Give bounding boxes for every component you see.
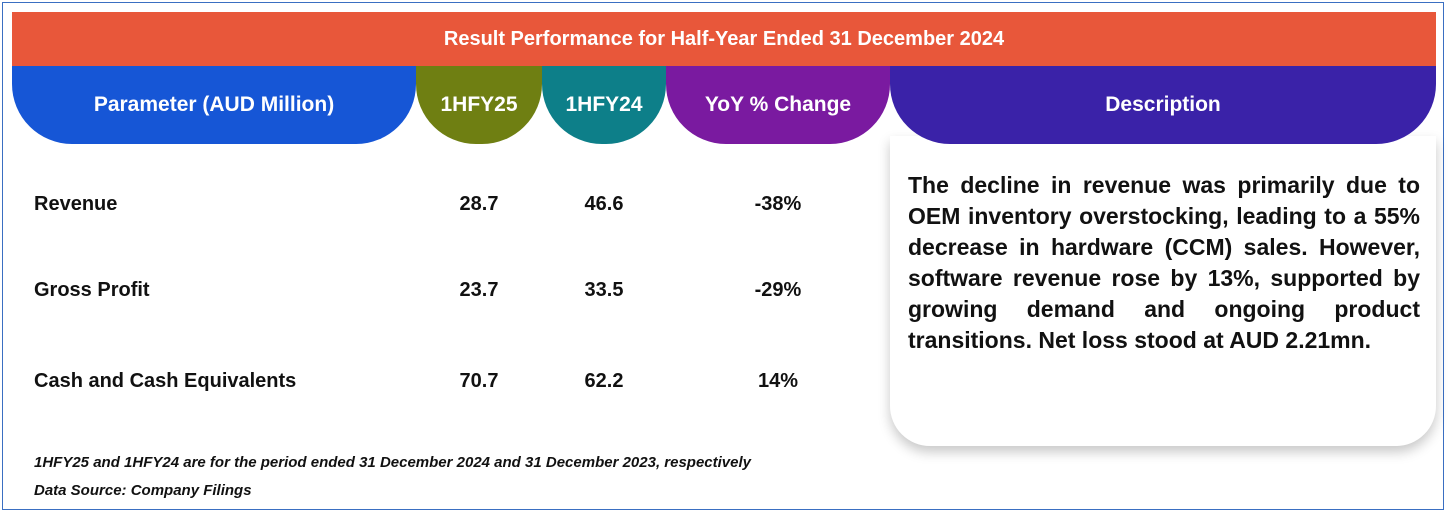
table-title: Result Performance for Half-Year Ended 3… xyxy=(12,12,1436,66)
header-parameter: Parameter (AUD Million) xyxy=(12,66,416,144)
table-row: Gross Profit 23.7 33.5 -29% xyxy=(12,271,890,311)
header-description: Description xyxy=(890,66,1436,144)
footnote-source: Data Source: Company Filings xyxy=(34,482,252,499)
description-panel: The decline in revenue was primarily due… xyxy=(890,136,1436,446)
row-1hfy25-value: 70.7 xyxy=(459,370,499,392)
row-label: Cash and Cash Equivalents xyxy=(34,370,297,392)
row-1hfy25-value: 28.7 xyxy=(459,193,499,215)
row-label: Gross Profit xyxy=(34,279,150,301)
footnote-period: 1HFY25 and 1HFY24 are for the period end… xyxy=(34,454,752,471)
header-yoy-change: YoY % Change xyxy=(666,66,890,144)
row-1hfy24-value: 33.5 xyxy=(584,279,624,301)
description-text: The decline in revenue was primarily due… xyxy=(908,172,1420,353)
table-row: Cash and Cash Equivalents 70.7 62.2 14% xyxy=(12,362,890,402)
row-yoy-value: 14% xyxy=(757,370,799,392)
table-row: Revenue 28.7 46.6 -38% xyxy=(12,185,890,225)
row-yoy-value: -29% xyxy=(754,279,802,301)
row-label: Revenue xyxy=(34,193,118,215)
row-1hfy25-value: 23.7 xyxy=(459,279,499,301)
row-1hfy24-value: 62.2 xyxy=(584,370,624,392)
row-1hfy24-value: 46.6 xyxy=(584,193,624,215)
row-yoy-value: -38% xyxy=(754,193,802,215)
